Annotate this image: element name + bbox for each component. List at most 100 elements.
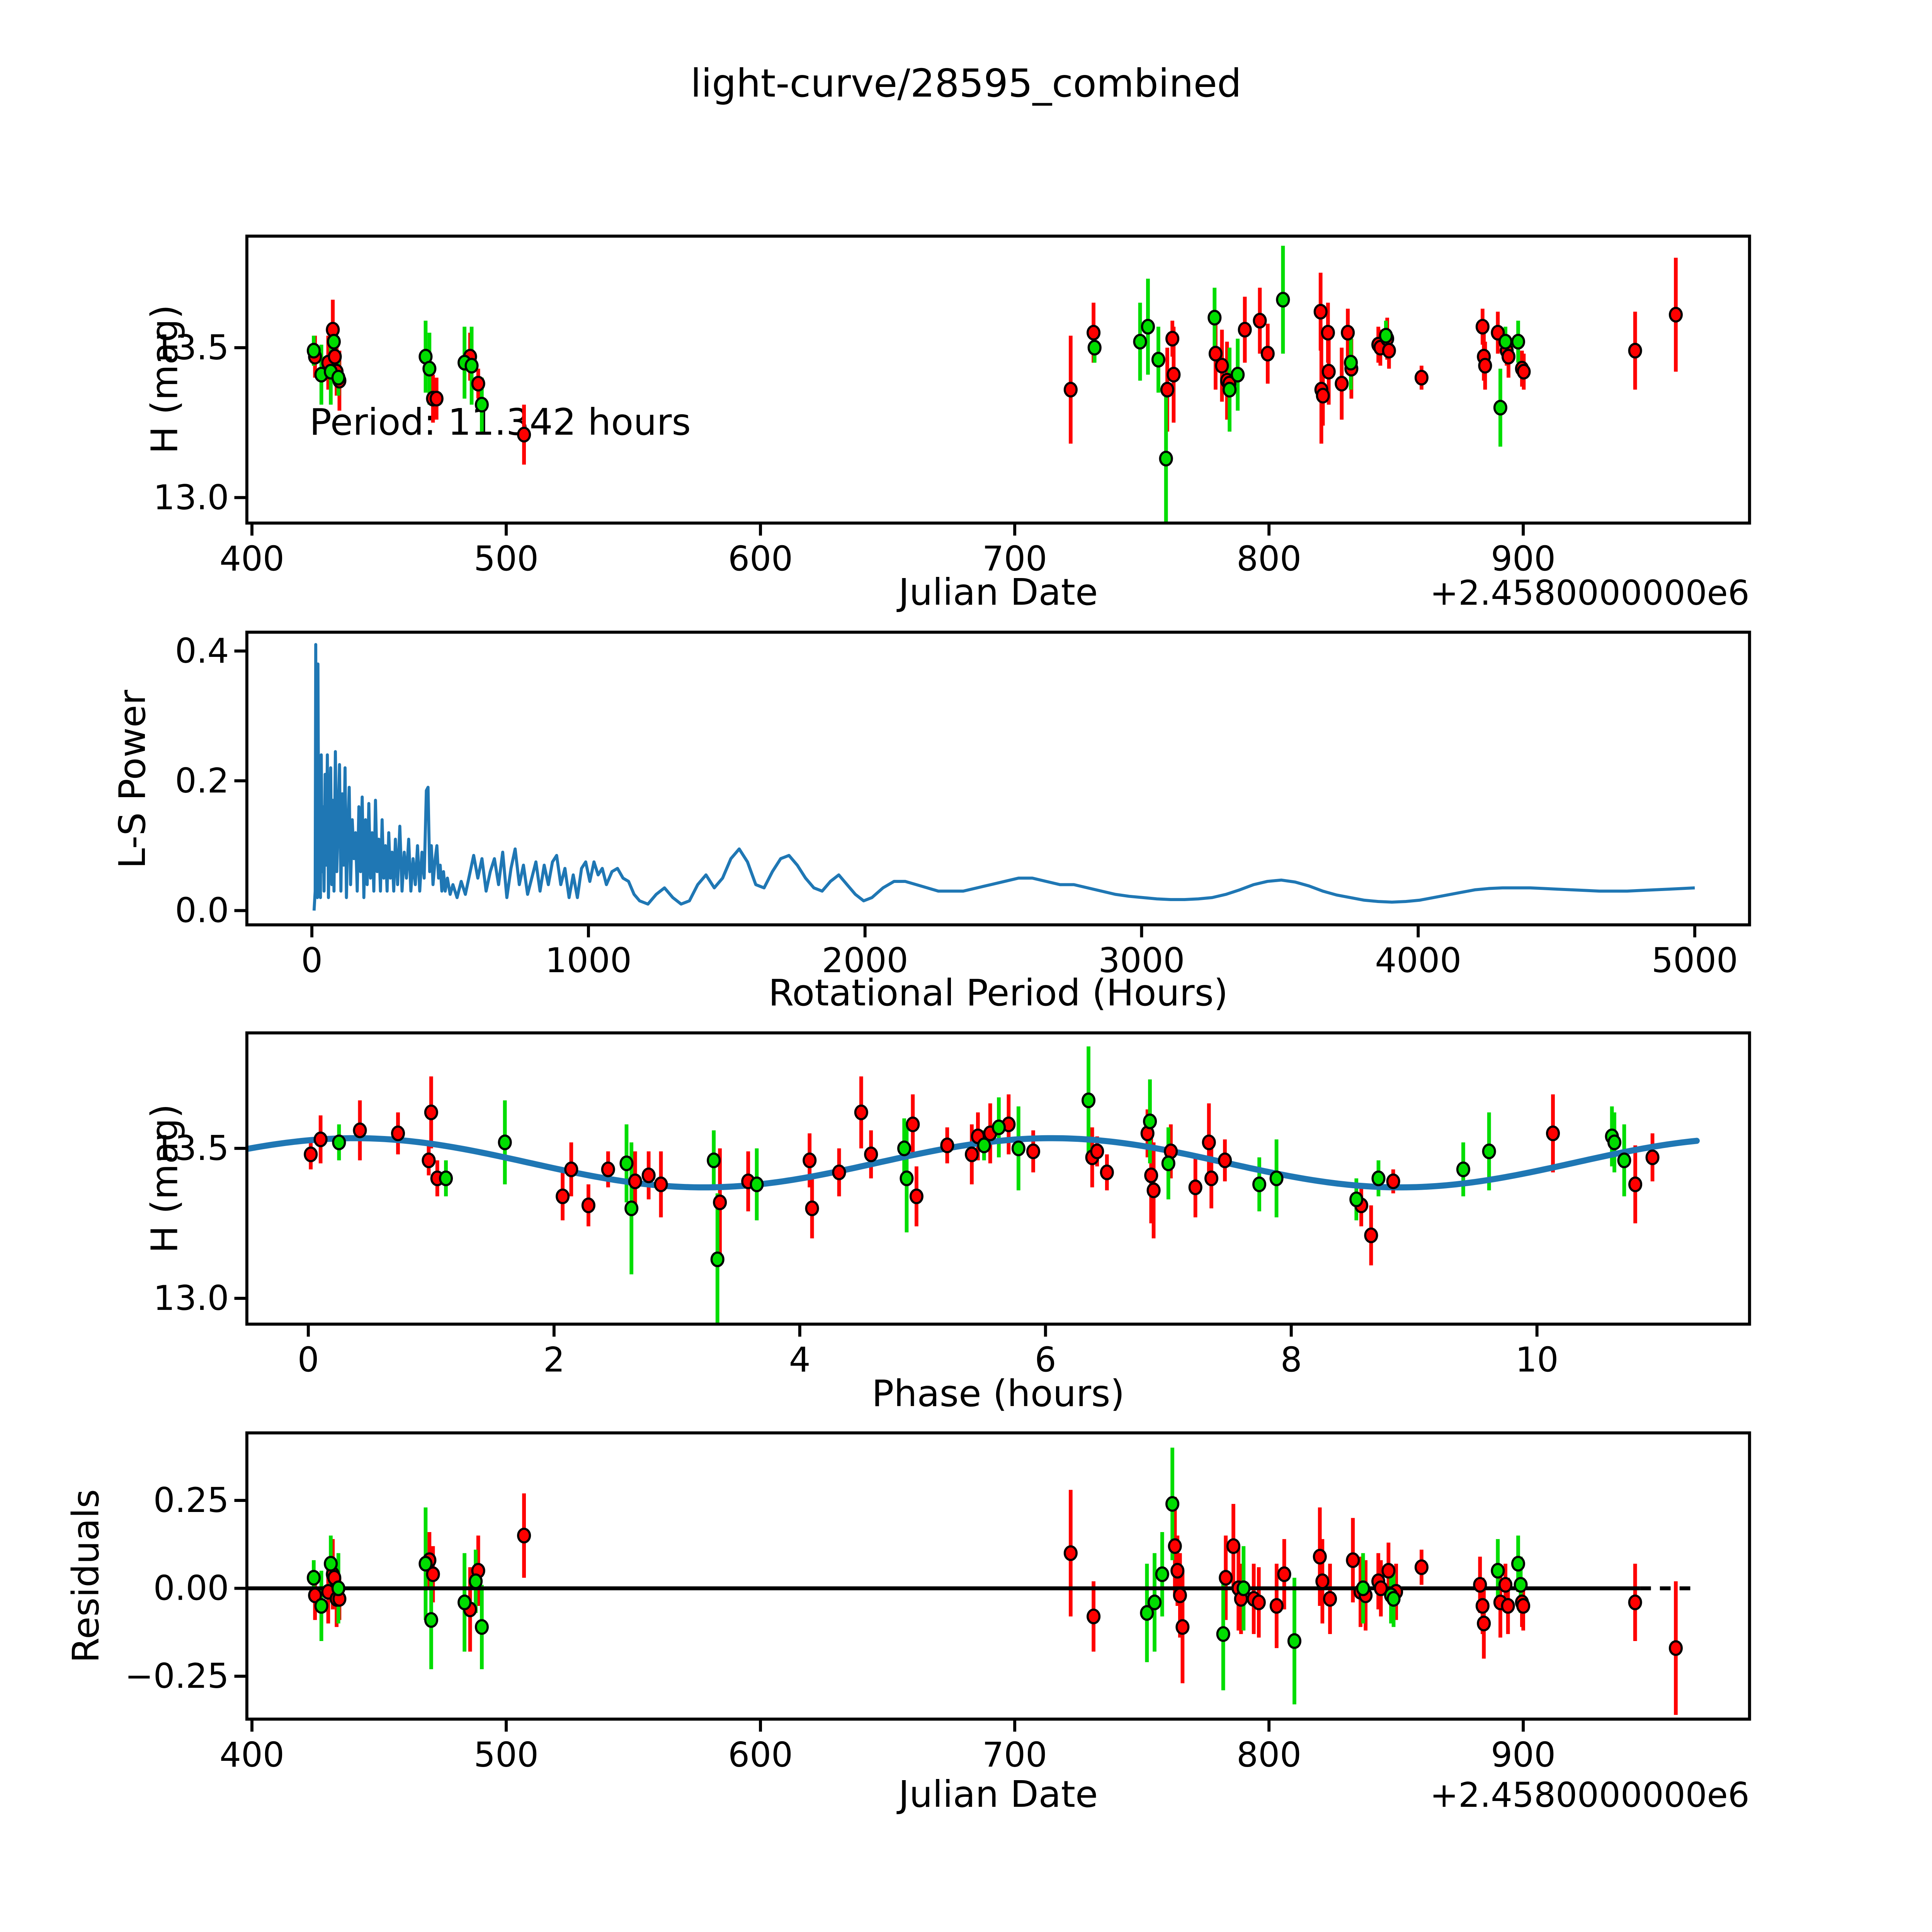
red-data-point: [1226, 1538, 1241, 1554]
periodogram-axes-frame: [245, 631, 1751, 927]
x-tick-label: 4000: [1375, 940, 1461, 980]
red-data-point: [328, 349, 342, 365]
green-data-point: [418, 1556, 433, 1572]
green-data-point: [992, 1119, 1006, 1136]
phase_curve-axes-frame: [245, 1031, 1751, 1326]
green-data-point: [1133, 333, 1147, 350]
red-data-point: [1546, 1125, 1560, 1141]
green-data-point: [457, 1594, 472, 1611]
red-data-point: [1335, 376, 1349, 392]
green-data-point: [439, 1170, 453, 1186]
red-data-point: [1668, 1640, 1683, 1656]
green-data-point: [1356, 1580, 1370, 1596]
residuals-axes-frame: [245, 1431, 1751, 1721]
x-tick-label: 500: [474, 1735, 539, 1775]
panel2-y-axis-label: L-S Power: [111, 689, 154, 869]
red-data-point: [1414, 1559, 1429, 1575]
red-data-point: [1414, 369, 1429, 386]
green-data-point: [1276, 292, 1290, 308]
red-data-point: [1382, 343, 1396, 359]
red-data-point: [1668, 307, 1683, 323]
red-data-point: [1208, 345, 1223, 362]
red-data-point: [304, 1146, 318, 1162]
green-data-point: [331, 369, 345, 386]
x-tick-label: 4: [789, 1340, 811, 1380]
red-data-point: [1204, 1170, 1219, 1186]
green-data-point: [1155, 1566, 1169, 1582]
red-data-point: [1645, 1149, 1660, 1165]
red-data-point: [864, 1146, 878, 1162]
red-data-point: [1498, 1577, 1513, 1593]
red-data-point: [1260, 345, 1275, 362]
red-data-point: [1252, 1594, 1266, 1611]
red-data-point: [391, 1125, 405, 1141]
green-data-point: [624, 1200, 639, 1216]
green-data-point: [1511, 333, 1526, 350]
y-tick-label: 0.2: [175, 761, 229, 801]
x-tick-label: 8: [1281, 1340, 1302, 1380]
red-data-point: [654, 1176, 668, 1192]
y-tick-label: 13.5: [153, 1128, 229, 1168]
green-data-point: [1386, 1591, 1401, 1607]
red-data-point: [1501, 349, 1516, 365]
y-tick-label: 0.4: [175, 631, 229, 671]
green-data-point: [1493, 400, 1507, 416]
red-data-point: [1219, 1570, 1233, 1586]
x-tick-label: 900: [1491, 539, 1556, 578]
red-data-point: [1253, 313, 1267, 329]
red-data-point: [1478, 357, 1492, 374]
x-tick-label: 500: [474, 539, 539, 578]
x-tick-label: 700: [982, 539, 1047, 578]
x-tick-label: 3000: [1099, 940, 1185, 980]
red-data-point: [1628, 343, 1642, 359]
green-data-point: [710, 1251, 724, 1267]
red-data-point: [517, 1527, 531, 1544]
green-data-point: [1165, 1496, 1180, 1512]
green-data-point: [1379, 328, 1393, 344]
green-data-point: [1482, 1143, 1496, 1160]
red-data-point: [1218, 1152, 1232, 1168]
green-data-point: [1456, 1161, 1470, 1177]
red-data-point: [1516, 1598, 1531, 1614]
red-data-point: [308, 1587, 322, 1604]
red-data-point: [426, 1566, 440, 1582]
red-data-point: [1063, 382, 1078, 398]
red-data-point: [1087, 325, 1101, 341]
red-data-point: [1364, 1227, 1378, 1243]
x-tick-label: 10: [1515, 1340, 1559, 1380]
green-data-point: [1081, 1092, 1096, 1109]
red-data-point: [471, 376, 485, 392]
green-data-point: [1498, 333, 1513, 350]
green-data-point: [1141, 319, 1155, 335]
red-data-point: [1517, 364, 1531, 380]
green-data-point: [1223, 382, 1237, 398]
red-data-point: [1202, 1134, 1216, 1150]
x-tick-label: 1000: [545, 940, 632, 980]
green-data-point: [306, 1570, 321, 1586]
panel2-x-axis-label: Rotational Period (Hours): [769, 972, 1228, 1014]
periodogram-line: [312, 643, 1695, 911]
red-data-point: [1215, 357, 1229, 374]
plot-render-layer: 400 500 600 700 800 900 13.0 13.5 0 1000 2000 3000 4…: [125, 235, 1751, 1775]
red-data-point: [1316, 388, 1330, 404]
green-data-point: [331, 1580, 345, 1596]
y-tick-label: 13.5: [153, 328, 229, 367]
red-data-point: [805, 1200, 819, 1216]
green-data-point: [1159, 451, 1173, 467]
red-data-point: [803, 1152, 817, 1168]
red-data-point: [641, 1167, 656, 1184]
red-data-point: [1341, 325, 1355, 341]
green-data-point: [1151, 352, 1165, 368]
green-data-point: [474, 396, 489, 413]
green-data-point: [1216, 1626, 1230, 1642]
x-tick-label: 400: [219, 539, 284, 578]
green-data-point: [1011, 1140, 1026, 1156]
jd_lightcurve-axes-frame: [245, 235, 1751, 525]
red-data-point: [1168, 1538, 1182, 1554]
red-data-point: [1475, 1598, 1490, 1614]
green-data-point: [1514, 1577, 1528, 1593]
green-data-point: [464, 357, 479, 374]
x-tick-label: 5000: [1651, 940, 1738, 980]
red-data-point: [429, 391, 444, 407]
